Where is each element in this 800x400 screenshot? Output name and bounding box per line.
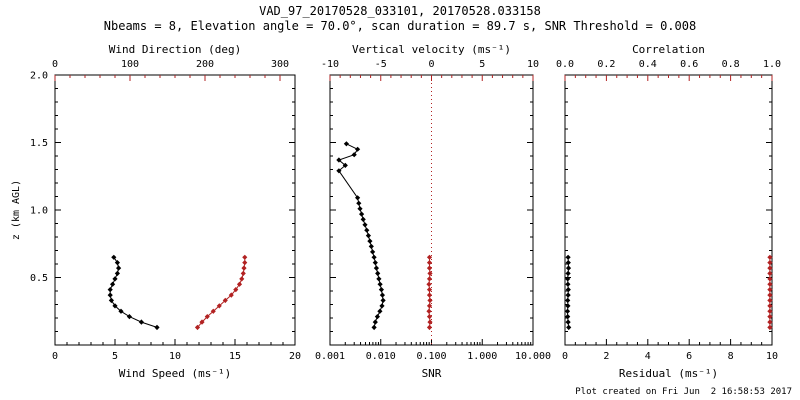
svg-text:0.010: 0.010	[366, 351, 396, 362]
svg-text:1.0: 1.0	[30, 206, 48, 217]
svg-text:6: 6	[686, 351, 692, 362]
svg-text:SNR: SNR	[422, 367, 442, 380]
svg-text:0: 0	[428, 59, 434, 70]
svg-text:Vertical velocity (ms⁻¹): Vertical velocity (ms⁻¹)	[352, 43, 511, 56]
svg-text:0.001: 0.001	[315, 351, 345, 362]
panel-residual-correlation: 0 2 4 6 8 10 Residual (ms⁻¹) 0.0 0.2 0.4 0.6 0.8 1.0…	[556, 43, 781, 380]
svg-text:2: 2	[603, 351, 609, 362]
svg-text:0.4: 0.4	[639, 59, 657, 70]
svg-text:200: 200	[196, 59, 214, 70]
svg-text:10: 10	[766, 351, 778, 362]
svg-text:4: 4	[645, 351, 651, 362]
svg-text:0.8: 0.8	[722, 59, 740, 70]
series-wind-direction	[197, 257, 246, 328]
svg-text:100: 100	[121, 59, 139, 70]
svg-text:0.100: 0.100	[416, 351, 446, 362]
svg-text:20: 20	[289, 351, 301, 362]
svg-text:10: 10	[527, 59, 539, 70]
svg-text:15: 15	[229, 351, 241, 362]
markers-wind-direction	[194, 254, 248, 331]
svg-text:Wind Direction (deg): Wind Direction (deg)	[109, 43, 241, 56]
y-axis-label: z (km AGL)	[11, 180, 22, 240]
svg-text:-5: -5	[375, 59, 387, 70]
markers-snr	[336, 141, 386, 331]
svg-text:8: 8	[728, 351, 734, 362]
plot-title: VAD_97_20170528_033101, 20170528.033158	[259, 4, 541, 18]
svg-text:0: 0	[52, 351, 58, 362]
panel-snr-vertical-velocity: 0.001 0.010 0.100 1.000 10.000 SNR -10 -5 0 5 10 Ve…	[315, 43, 551, 380]
svg-text:-10: -10	[321, 59, 339, 70]
svg-text:Residual (ms⁻¹): Residual (ms⁻¹)	[619, 367, 718, 380]
svg-text:2.0: 2.0	[30, 71, 48, 82]
svg-text:1.0: 1.0	[763, 59, 781, 70]
svg-text:5: 5	[479, 59, 485, 70]
svg-text:0.5: 0.5	[30, 273, 48, 284]
svg-text:300: 300	[271, 59, 289, 70]
svg-text:Wind Speed (ms⁻¹): Wind Speed (ms⁻¹)	[119, 367, 232, 380]
svg-text:10.000: 10.000	[515, 351, 551, 362]
svg-text:Correlation: Correlation	[632, 43, 705, 56]
svg-text:0.6: 0.6	[680, 59, 698, 70]
markers-wind-speed	[107, 254, 160, 331]
series-snr	[337, 143, 384, 328]
markers-vertical-velocity	[426, 254, 433, 331]
svg-text:10: 10	[169, 351, 181, 362]
panel-wind: 0.5 1.0 1.5 2.0 0 5 10 15 20 Wind Speed (ms⁻¹) 0 10…	[30, 43, 301, 380]
svg-text:1.5: 1.5	[30, 138, 48, 149]
svg-text:0.2: 0.2	[597, 59, 615, 70]
markers-correlation	[767, 254, 773, 331]
svg-text:0.0: 0.0	[556, 59, 574, 70]
plot-subtitle: Nbeams = 8, Elevation angle = 70.0°, sca…	[104, 19, 696, 33]
svg-text:0: 0	[52, 59, 58, 70]
svg-text:5: 5	[112, 351, 118, 362]
svg-text:1.000: 1.000	[467, 351, 497, 362]
plot-created-timestamp: Plot created on Fri Jun 2 16:58:53 2017	[575, 387, 792, 397]
markers-residual	[564, 254, 572, 331]
svg-text:0: 0	[562, 351, 568, 362]
